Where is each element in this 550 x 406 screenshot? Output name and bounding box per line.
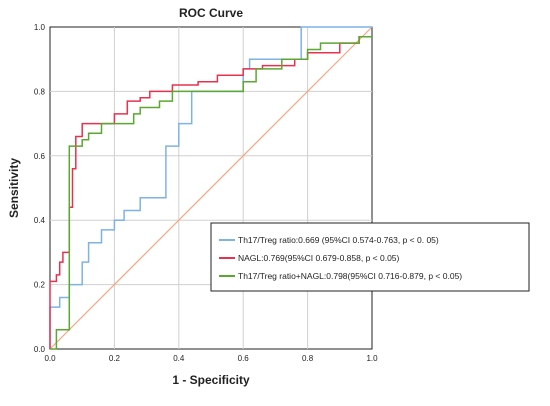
legend: Th17/Treg ratio:0.669 (95%CI 0.574-0.763… [210,222,530,292]
x-axis-ticks: 0.0 0.2 0.4 0.6 0.8 1.0 [44,354,378,363]
roc-series-line-3 [50,35,372,350]
y-tick-label: 0.4 [34,216,46,225]
y-axis-label: Sensitivity [7,158,21,218]
y-axis-ticks: 0.0 0.2 0.4 0.6 0.8 1.0 [34,23,46,354]
legend-box [210,222,530,292]
x-axis-label: 1 - Specificity [172,373,250,387]
x-tick-label: 0.4 [173,354,185,363]
x-tick-label: 0.8 [302,354,314,363]
y-tick-label: 0.0 [34,345,46,354]
x-tick-label: 0.6 [238,354,250,363]
diagonal-reference-line [49,26,373,350]
x-tick-label: 0.2 [109,354,121,363]
series-group [49,26,372,350]
legend-entry-label: Th17/Treg ratio:0.669 (95%CI 0.574-0.763… [238,235,439,245]
legend-entry-label: Th17/Treg ratio+NAGL:0.798(95%CI 0.716-0… [238,271,462,281]
y-tick-label: 0.6 [34,152,46,161]
roc-series-line-2 [49,35,372,349]
reference-line-group [49,26,373,350]
y-tick-label: 1.0 [34,23,46,32]
x-tick-label: 0.0 [44,354,56,363]
x-tick-label: 1.0 [366,354,378,363]
y-tick-label: 0.8 [34,87,46,96]
legend-entry-label: NAGL:0.769(95%CI 0.679-0.858, p < 0.05) [238,253,400,263]
chart-title: ROC Curve [179,6,243,20]
y-tick-label: 0.2 [34,281,46,290]
